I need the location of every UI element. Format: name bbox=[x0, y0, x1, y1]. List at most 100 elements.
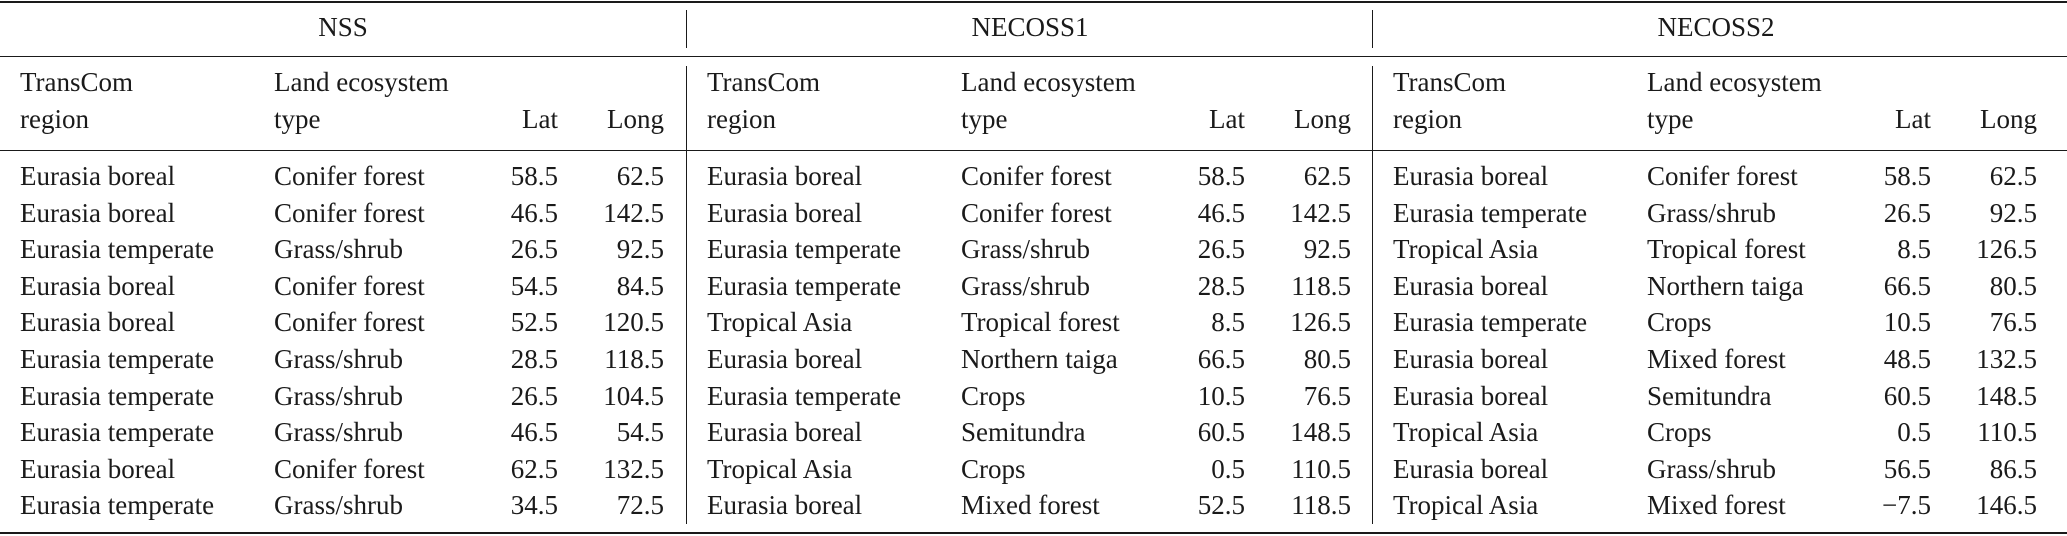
cell-long: 120.5 bbox=[603, 307, 664, 337]
col-header-lat: Lat bbox=[522, 104, 558, 134]
col-header-ecosystem: type bbox=[961, 104, 1008, 134]
cell-long: 92.5 bbox=[616, 234, 664, 264]
cell-long: 118.5 bbox=[1291, 490, 1351, 520]
cell-ecosystem: Conifer forest bbox=[961, 161, 1112, 191]
cell-lat: 8.5 bbox=[1897, 234, 1931, 264]
cell-region: Eurasia temperate bbox=[1393, 198, 1588, 228]
cell-lat: 46.5 bbox=[510, 417, 558, 447]
col-header-ecosystem: Land ecosystem bbox=[961, 67, 1136, 97]
cell-long: 126.5 bbox=[1290, 307, 1351, 337]
cell-long: 62.5 bbox=[1989, 161, 2037, 191]
col-header-ecosystem: Land ecosystem bbox=[1647, 67, 1822, 97]
cell-ecosystem: Grass/shrub bbox=[1647, 454, 1776, 484]
cell-region: Tropical Asia bbox=[1393, 417, 1539, 447]
cell-region: Eurasia temperate bbox=[20, 381, 215, 411]
cell-lat: 0.5 bbox=[1897, 417, 1931, 447]
cell-ecosystem: Grass/shrub bbox=[274, 417, 403, 447]
cell-ecosystem: Conifer forest bbox=[274, 454, 425, 484]
cell-region: Eurasia temperate bbox=[707, 271, 902, 301]
cell-lat: −7.5 bbox=[1882, 490, 1931, 520]
col-header-lat: Lat bbox=[1895, 104, 1931, 134]
cell-ecosystem: Mixed forest bbox=[1647, 344, 1786, 374]
cell-lat: 28.5 bbox=[510, 344, 558, 374]
cell-long: 86.5 bbox=[1989, 454, 2037, 484]
cell-region: Tropical Asia bbox=[707, 307, 853, 337]
cell-lat: 28.5 bbox=[1197, 271, 1245, 301]
group-separator bbox=[1372, 66, 1373, 524]
cell-lat: 26.5 bbox=[1197, 234, 1245, 264]
cell-lat: 54.5 bbox=[510, 271, 558, 301]
col-header-region: region bbox=[20, 104, 89, 134]
group-header: NECOSS1 bbox=[971, 12, 1089, 42]
cell-lat: 58.5 bbox=[1197, 161, 1245, 191]
cell-lat: 26.5 bbox=[510, 234, 558, 264]
cell-long: 118.5 bbox=[1291, 271, 1351, 301]
cell-ecosystem: Grass/shrub bbox=[274, 344, 403, 374]
cell-region: Eurasia boreal bbox=[707, 161, 863, 191]
cell-long: 80.5 bbox=[1303, 344, 1351, 374]
group-separator bbox=[686, 66, 687, 524]
cell-long: 118.5 bbox=[604, 344, 664, 374]
cell-long: 92.5 bbox=[1303, 234, 1351, 264]
cell-ecosystem: Conifer forest bbox=[961, 198, 1112, 228]
cell-region: Eurasia boreal bbox=[20, 454, 176, 484]
cell-lat: 46.5 bbox=[1197, 198, 1245, 228]
cell-lat: 48.5 bbox=[1883, 344, 1931, 374]
cell-long: 132.5 bbox=[603, 454, 664, 484]
cell-ecosystem: Crops bbox=[1647, 307, 1712, 337]
col-header-lat: Lat bbox=[1209, 104, 1245, 134]
cell-ecosystem: Conifer forest bbox=[1647, 161, 1798, 191]
cell-long: 146.5 bbox=[1976, 490, 2037, 520]
cell-region: Eurasia boreal bbox=[707, 198, 863, 228]
cell-lat: 10.5 bbox=[1883, 307, 1931, 337]
cell-long: 84.5 bbox=[616, 271, 664, 301]
cell-region: Eurasia boreal bbox=[1393, 271, 1549, 301]
cell-region: Eurasia boreal bbox=[707, 344, 863, 374]
col-header-ecosystem: type bbox=[1647, 104, 1694, 134]
cell-long: 148.5 bbox=[1290, 417, 1351, 447]
cell-ecosystem: Conifer forest bbox=[274, 307, 425, 337]
cell-lat: 52.5 bbox=[1197, 490, 1245, 520]
cell-region: Eurasia boreal bbox=[707, 490, 863, 520]
cell-ecosystem: Grass/shrub bbox=[961, 234, 1090, 264]
col-header-long: Long bbox=[1294, 104, 1351, 134]
cell-ecosystem: Crops bbox=[961, 454, 1026, 484]
cell-lat: 10.5 bbox=[1197, 381, 1245, 411]
cell-long: 62.5 bbox=[616, 161, 664, 191]
cell-lat: 0.5 bbox=[1211, 454, 1245, 484]
cell-ecosystem: Grass/shrub bbox=[1647, 198, 1776, 228]
cell-ecosystem: Grass/shrub bbox=[274, 381, 403, 411]
cell-region: Eurasia temperate bbox=[20, 234, 215, 264]
cell-region: Tropical Asia bbox=[707, 454, 853, 484]
cell-lat: 26.5 bbox=[510, 381, 558, 411]
cell-region: Eurasia boreal bbox=[1393, 381, 1549, 411]
cell-region: Tropical Asia bbox=[1393, 490, 1539, 520]
group-header: NSS bbox=[318, 12, 368, 42]
cell-ecosystem: Mixed forest bbox=[961, 490, 1100, 520]
cell-lat: 62.5 bbox=[510, 454, 558, 484]
cell-long: 72.5 bbox=[616, 490, 664, 520]
cell-ecosystem: Tropical forest bbox=[1647, 234, 1806, 264]
cell-region: Eurasia boreal bbox=[707, 417, 863, 447]
col-header-region: TransCom bbox=[707, 67, 821, 97]
cell-region: Eurasia boreal bbox=[20, 198, 176, 228]
cell-long: 104.5 bbox=[603, 381, 664, 411]
cell-ecosystem: Conifer forest bbox=[274, 198, 425, 228]
cell-long: 54.5 bbox=[616, 417, 664, 447]
col-header-region: TransCom bbox=[20, 67, 134, 97]
cell-region: Eurasia boreal bbox=[1393, 344, 1549, 374]
cell-long: 62.5 bbox=[1303, 161, 1351, 191]
cell-ecosystem: Northern taiga bbox=[1647, 271, 1804, 301]
cell-ecosystem: Tropical forest bbox=[961, 307, 1120, 337]
col-header-region: region bbox=[707, 104, 776, 134]
cell-ecosystem: Grass/shrub bbox=[274, 490, 403, 520]
cell-region: Eurasia temperate bbox=[20, 417, 215, 447]
cell-ecosystem: Northern taiga bbox=[961, 344, 1118, 374]
cell-ecosystem: Semitundra bbox=[961, 417, 1086, 447]
cell-region: Eurasia temperate bbox=[1393, 307, 1588, 337]
cell-lat: 34.5 bbox=[510, 490, 558, 520]
cell-long: 110.5 bbox=[1291, 454, 1351, 484]
cell-long: 132.5 bbox=[1976, 344, 2037, 374]
cell-ecosystem: Mixed forest bbox=[1647, 490, 1786, 520]
